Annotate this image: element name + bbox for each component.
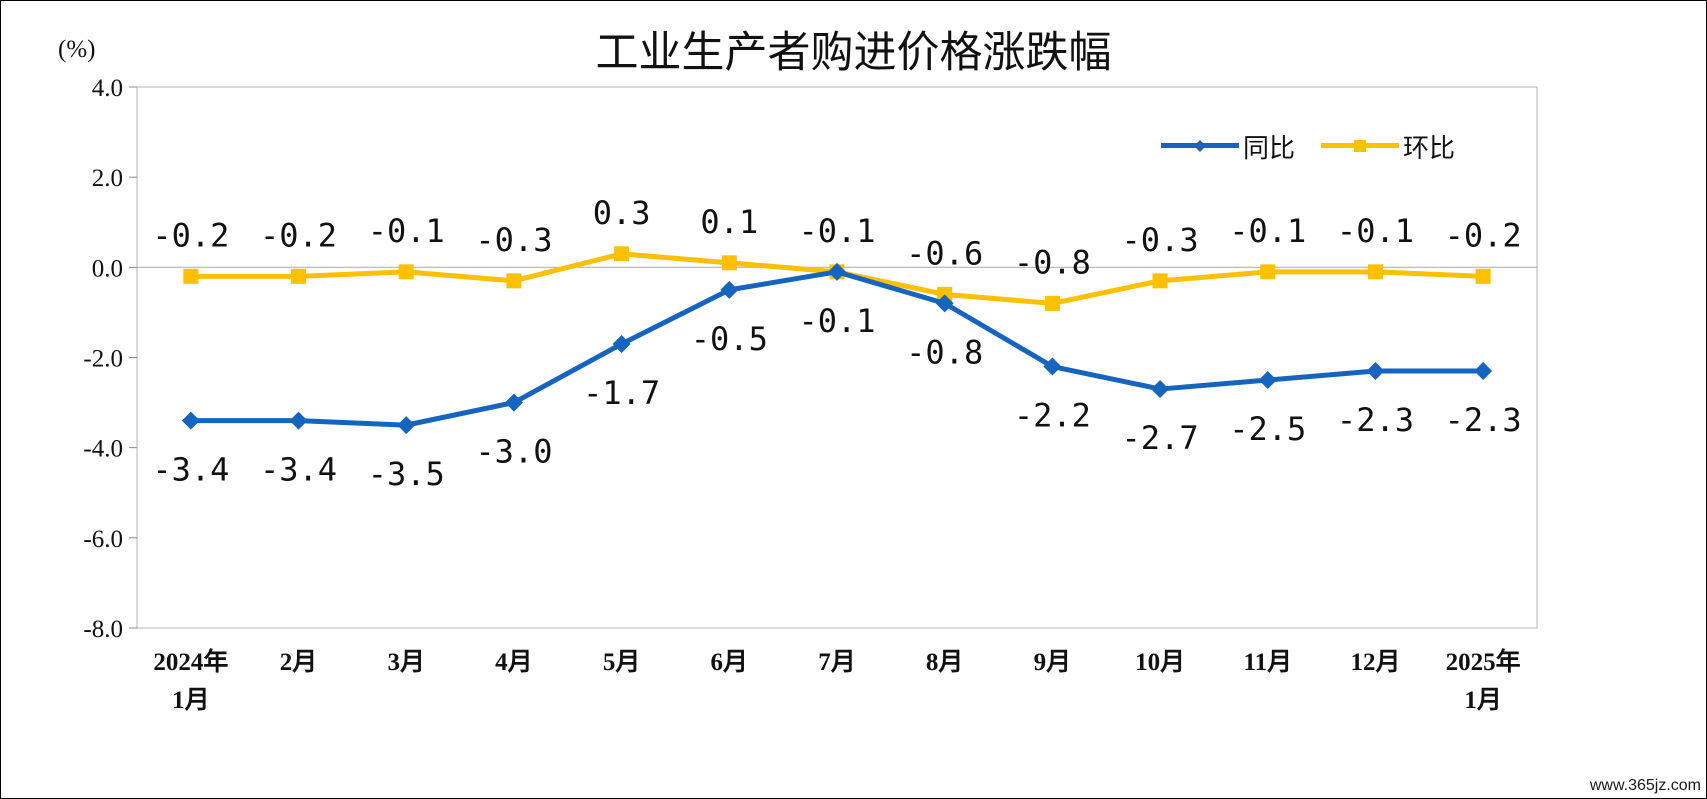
data-point-yoy (828, 262, 846, 281)
data-label-yoy: -2.3 (1445, 401, 1522, 439)
data-point-yoy (1474, 362, 1493, 381)
y-tick-label: -6.0 (83, 526, 123, 553)
data-label-mom: 0.1 (700, 203, 758, 241)
legend-swatch-mom (1321, 131, 1399, 161)
data-label-mom: -0.1 (368, 212, 445, 250)
x-tick-label: 10月 (1135, 649, 1185, 676)
x-tick-label: 2024年 (153, 647, 228, 676)
chart-title: 工业生产者购进价格涨跌幅 (595, 28, 1112, 78)
data-point-yoy (1151, 380, 1170, 399)
series-layer (181, 246, 1493, 435)
y-tick-label: -4.0 (83, 436, 123, 463)
data-point-mom (614, 246, 630, 262)
watermark: www.365jz.com (1589, 777, 1701, 794)
data-point-mom (506, 273, 522, 289)
data-point-yoy (289, 411, 308, 430)
x-tick-label: 12月 (1350, 649, 1400, 676)
data-label-mom: -0.1 (798, 212, 875, 250)
data-label-yoy: -0.1 (798, 302, 875, 340)
data-point-yoy (720, 280, 739, 299)
x-tick-label: 7月 (818, 649, 856, 676)
data-label-mom: -0.8 (1014, 243, 1091, 281)
data-label-mom: -0.2 (260, 216, 337, 254)
data-point-mom (398, 264, 414, 280)
x-tick-label: 6月 (711, 649, 749, 676)
data-point-yoy (1366, 362, 1385, 381)
y-tick-label: -8.0 (83, 616, 123, 643)
x-axis: 2024年 1月 2月 3月 4月 5月 6月 7月 8月 9月 10月 11月 12月 2025年 1月 (153, 647, 1520, 714)
plot-area (136, 86, 1538, 629)
data-label-yoy: -2.3 (1337, 401, 1414, 439)
data-labels: -0.2 -0.2 -0.1 -0.3 0.3 0.1 -0.1 -0.6 -0.8 -0.3 -0… (152, 194, 1521, 493)
data-label-yoy: -0.8 (906, 333, 983, 371)
data-point-yoy (504, 393, 523, 412)
y-axis-unit: (%) (58, 36, 96, 63)
y-axis: 4.0 2.0 0.0 -2.0 -4.0 -6.0 -8.0 (83, 75, 1537, 643)
data-point-yoy (181, 411, 200, 430)
data-point-mom (1367, 264, 1383, 280)
data-point-mom (1260, 264, 1276, 280)
x-tick-label: 2月 (280, 649, 318, 676)
data-label-yoy: -2.7 (1122, 419, 1199, 457)
x-tick-label: 3月 (387, 649, 425, 676)
x-tick-label: 1月 (1464, 687, 1502, 714)
legend-item-yoy: 同比 (1161, 131, 1295, 164)
data-label-mom: -0.6 (906, 234, 983, 272)
data-point-mom (1044, 295, 1060, 311)
data-point-yoy (397, 416, 416, 435)
data-label-yoy: -3.0 (475, 433, 552, 471)
data-point-mom (183, 268, 199, 284)
data-label-yoy: -3.4 (152, 451, 229, 489)
y-tick-label: 0.0 (92, 255, 123, 282)
data-label-mom: 0.3 (593, 194, 651, 232)
data-point-mom (721, 255, 737, 271)
y-tick-label: 2.0 (92, 165, 123, 192)
y-tick-label: 4.0 (92, 75, 123, 102)
y-tick-label: -2.0 (83, 346, 123, 373)
legend-label-mom: 环比 (1403, 133, 1456, 164)
x-tick-label: 9月 (1034, 649, 1072, 676)
data-point-yoy (1043, 357, 1062, 376)
legend-item-mom: 环比 (1321, 131, 1455, 164)
legend-label-yoy: 同比 (1243, 133, 1296, 164)
data-point-yoy (935, 294, 954, 313)
data-point-mom (937, 286, 953, 302)
x-tick-label: 2025年 (1446, 647, 1521, 676)
data-label-mom: -0.1 (1337, 212, 1414, 250)
data-point-yoy (1258, 371, 1277, 390)
data-label-yoy: -0.5 (691, 320, 768, 358)
data-label-mom: -0.3 (475, 221, 552, 259)
data-label-yoy: -2.5 (1229, 410, 1306, 448)
data-point-mom (1152, 273, 1168, 289)
data-label-mom: -0.1 (1229, 212, 1306, 250)
data-label-yoy: -2.2 (1014, 397, 1091, 435)
data-point-mom (1475, 268, 1491, 284)
data-point-yoy (612, 334, 631, 353)
x-tick-label: 11月 (1243, 649, 1292, 676)
data-label-yoy: -1.7 (583, 374, 660, 412)
x-tick-label: 5月 (603, 649, 641, 676)
x-tick-label: 4月 (495, 649, 533, 676)
data-label-mom: -0.3 (1122, 221, 1199, 259)
x-tick-label: 1月 (172, 687, 210, 714)
legend-swatch-yoy (1161, 131, 1239, 161)
data-label-yoy: -3.4 (260, 451, 337, 489)
data-point-mom (291, 268, 307, 284)
data-label-yoy: -3.5 (368, 455, 445, 493)
data-label-mom: -0.2 (152, 216, 229, 254)
data-label-mom: -0.2 (1445, 216, 1522, 254)
x-tick-label: 8月 (926, 649, 964, 676)
